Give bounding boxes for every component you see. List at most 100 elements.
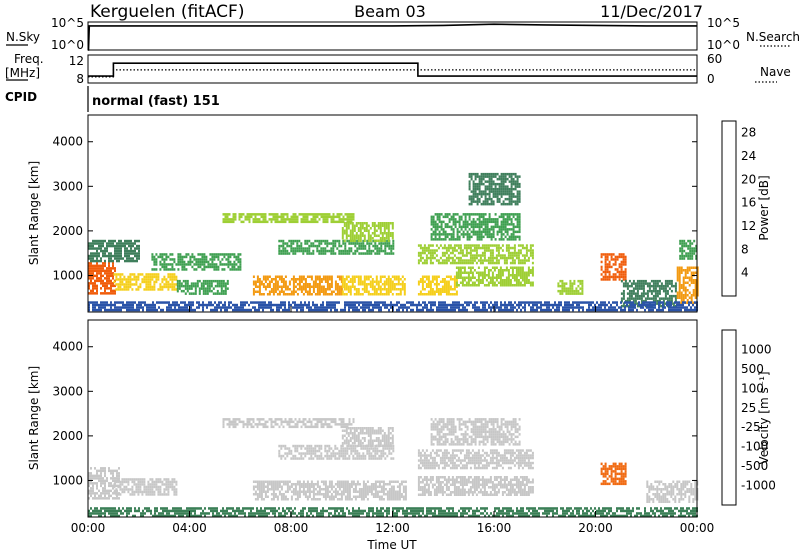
echo-cell — [486, 180, 489, 183]
echo-cell — [112, 282, 114, 285]
echo-cell — [365, 224, 368, 227]
echo-cell — [508, 301, 510, 304]
echo-cell — [373, 288, 376, 291]
echo-cell — [474, 177, 477, 181]
echo-cell — [679, 247, 682, 250]
echo-cell — [490, 218, 493, 221]
echo-cell — [310, 423, 313, 426]
echo-cell — [638, 284, 641, 288]
echo-cell — [149, 483, 152, 486]
echo-cell — [695, 247, 698, 250]
echo-cell — [296, 249, 299, 253]
echo-cell — [373, 229, 376, 232]
echo-cell — [185, 268, 188, 271]
echo-cell — [392, 252, 395, 255]
echo-cell — [371, 280, 374, 283]
echo-cell — [442, 238, 445, 241]
echo-cell — [525, 251, 528, 255]
echo-cell — [328, 418, 331, 421]
echo-cell — [378, 303, 380, 307]
echo-cell — [108, 264, 110, 268]
echo-cell — [423, 288, 426, 291]
echo-cell — [98, 242, 100, 245]
echo-cell — [308, 301, 310, 304]
echo-cell — [466, 225, 469, 229]
echo-cell — [126, 303, 128, 307]
echo-cell — [203, 260, 206, 264]
echo-cell — [341, 275, 344, 278]
echo-cell — [342, 423, 345, 426]
echo-cell — [500, 192, 503, 196]
echo-cell — [692, 308, 694, 312]
echo-cell — [102, 254, 104, 258]
echo-cell — [676, 303, 678, 307]
echo-cell — [529, 269, 532, 272]
echo-cell — [176, 289, 179, 293]
echo-cell — [355, 224, 358, 227]
echo-cell — [454, 238, 457, 241]
echo-cell — [355, 222, 358, 225]
echo-cell — [432, 220, 435, 224]
echo-cell — [466, 238, 469, 241]
echo-cell — [505, 281, 508, 284]
echo-cell — [102, 489, 104, 493]
echo-cell — [666, 284, 669, 288]
echo-cell — [328, 303, 330, 307]
echo-cell — [161, 285, 164, 289]
echo-cell — [294, 249, 297, 253]
echo-cell — [436, 213, 439, 216]
echo-cell — [459, 256, 462, 260]
echo-cell — [443, 246, 446, 250]
echo-cell — [577, 292, 580, 295]
echo-cell — [320, 252, 323, 255]
echo-cell — [328, 249, 331, 253]
echo-cell — [104, 269, 106, 273]
echo-cell — [448, 213, 451, 216]
echo-cell — [379, 278, 382, 281]
echo-cell — [403, 288, 406, 291]
echo-cell — [554, 301, 556, 304]
echo-cell — [368, 242, 371, 245]
echo-cell — [125, 488, 128, 491]
echo-cell — [284, 283, 287, 286]
echo-cell — [112, 272, 114, 275]
echo-cell — [192, 303, 194, 307]
echo-cell — [197, 263, 200, 266]
echo-cell — [163, 478, 166, 481]
echo-cell — [429, 251, 432, 255]
echo-cell — [517, 281, 520, 284]
echo-cell — [169, 268, 172, 271]
echo-cell — [648, 289, 651, 293]
echo-cell — [630, 297, 633, 300]
echo-cell — [472, 185, 475, 188]
echo-cell — [132, 242, 134, 245]
echo-cell — [473, 259, 476, 262]
echo-cell — [294, 215, 297, 219]
echo-cell — [525, 276, 528, 279]
echo-cell — [464, 218, 467, 221]
echo-cell — [390, 244, 393, 248]
echo-cell — [459, 281, 462, 284]
echo-cell — [314, 244, 317, 248]
echo-cell — [681, 247, 684, 250]
echo-cell — [186, 306, 188, 309]
nave-label: Nave — [760, 65, 791, 79]
echo-cell — [447, 280, 450, 283]
echo-cell — [438, 306, 440, 309]
echo-cell — [365, 227, 368, 230]
echo-cell — [451, 251, 454, 255]
echo-cell — [155, 268, 158, 271]
echo-cell — [262, 293, 265, 296]
echo-cell — [352, 308, 354, 312]
echo-cell — [496, 230, 499, 234]
echo-cell — [163, 268, 166, 271]
echo-cell — [104, 249, 106, 253]
echo-cell — [298, 418, 301, 421]
echo-cell — [520, 308, 522, 312]
echo-cell — [324, 220, 327, 224]
echo-cell — [476, 185, 479, 188]
echo-cell — [494, 195, 497, 198]
echo-cell — [165, 493, 168, 496]
echo-cell — [527, 256, 530, 260]
echo-cell — [88, 244, 90, 248]
